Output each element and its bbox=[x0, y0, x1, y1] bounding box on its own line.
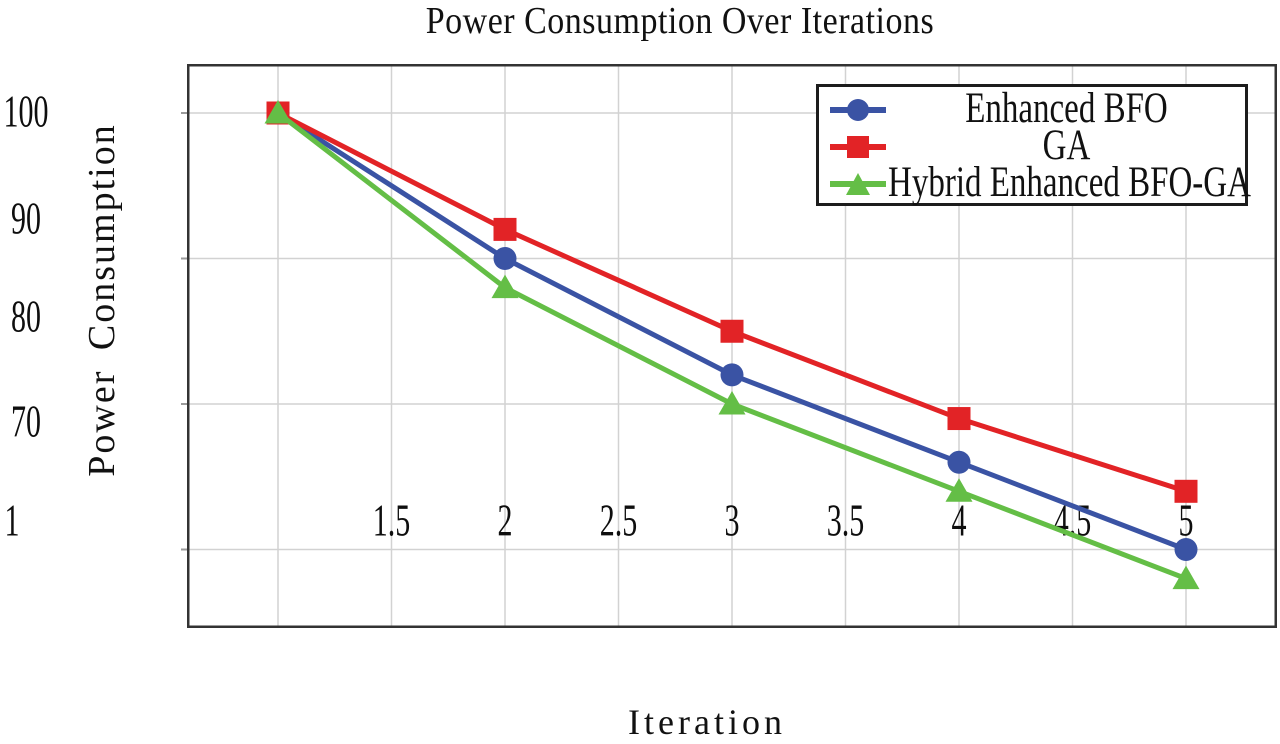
y-tick-label-text: 100 bbox=[3, 87, 49, 138]
circle-marker-icon bbox=[720, 363, 744, 387]
legend: Enhanced BFO GA Hybrid Enhanced BFO-GA bbox=[816, 84, 1251, 206]
x-tick-label: 3 bbox=[692, 497, 772, 547]
legend-square-marker-icon bbox=[830, 135, 886, 158]
figure-title-text: Power Consumption Over Iterations bbox=[425, 0, 935, 43]
y-tick-label-text: 80 bbox=[11, 292, 41, 343]
x-tick-label: 3.5 bbox=[806, 497, 886, 547]
square-marker-icon bbox=[947, 407, 971, 431]
x-tick-label-text: 3 bbox=[724, 496, 740, 547]
x-tick-label-text: 1 bbox=[4, 496, 20, 547]
y-tick-label: 90 bbox=[0, 195, 52, 245]
series-hybrid-enhanced-bfo-ga bbox=[264, 100, 1200, 590]
y-tick-label-text: 90 bbox=[11, 194, 41, 245]
x-tick-label: 4 bbox=[919, 497, 999, 547]
x-tick-label-text: 2 bbox=[497, 496, 513, 547]
x-tick-label-text: 3.5 bbox=[826, 496, 865, 547]
legend-label: Hybrid Enhanced BFO-GA bbox=[888, 159, 1251, 206]
legend-entry-ga: GA bbox=[819, 122, 1245, 169]
x-axis-label: Iteration bbox=[187, 700, 1227, 744]
y-tick-label: 70 bbox=[0, 398, 52, 448]
x-tick-label-text: 1.5 bbox=[372, 496, 411, 547]
square-marker-icon bbox=[493, 217, 517, 241]
y-tick-label-text: 70 bbox=[11, 397, 41, 448]
circle-marker-icon bbox=[493, 247, 517, 270]
legend-label: GA bbox=[888, 122, 1245, 169]
x-tick-label: 5 bbox=[1146, 497, 1226, 547]
y-axis-tick-marks bbox=[181, 112, 187, 551]
legend-label-text: Hybrid Enhanced BFO-GA bbox=[888, 159, 1251, 207]
y-axis-label: Power Consumption bbox=[80, 123, 124, 476]
plot-frame bbox=[187, 64, 1277, 628]
triangle-marker-icon bbox=[264, 100, 292, 124]
x-tick-label-text: 2.5 bbox=[599, 496, 638, 547]
triangle-marker-icon bbox=[945, 478, 973, 502]
y-tick-label: 80 bbox=[0, 293, 52, 343]
figure-title: Power Consumption Over Iterations bbox=[80, 0, 1280, 44]
y-tick-label: 100 bbox=[0, 88, 52, 138]
x-tick-label-text: 4 bbox=[951, 496, 967, 547]
legend-label: Enhanced BFO bbox=[888, 85, 1245, 132]
legend-entry-hybrid-enhanced-bfo-ga: Hybrid Enhanced BFO-GA bbox=[819, 159, 1251, 206]
y-axis-label-text: Power Consumption bbox=[81, 123, 123, 477]
legend-circle-marker-icon bbox=[830, 98, 886, 121]
x-axis-label-text: Iteration bbox=[628, 702, 786, 742]
plot-series-layer bbox=[264, 100, 1200, 590]
triangle-marker-icon bbox=[718, 391, 746, 415]
legend-triangle-marker-icon bbox=[830, 172, 886, 195]
circle-marker-icon bbox=[1174, 538, 1198, 561]
circle-marker-icon bbox=[947, 450, 971, 474]
legend-label-text: GA bbox=[1042, 122, 1091, 170]
x-tick-label: 1.5 bbox=[352, 497, 432, 547]
square-marker-icon bbox=[1174, 479, 1198, 503]
x-tick-label: 2.5 bbox=[579, 497, 659, 547]
x-tick-label: 2 bbox=[465, 497, 545, 547]
legend-label-text: Enhanced BFO bbox=[965, 85, 1168, 133]
legend-entry-enhanced-bfo: Enhanced BFO bbox=[819, 85, 1245, 132]
x-tick-label-text: 5 bbox=[1178, 496, 1194, 547]
triangle-marker-icon bbox=[491, 274, 519, 299]
square-marker-icon bbox=[720, 319, 744, 343]
triangle-marker-icon bbox=[1172, 565, 1200, 590]
displaced-x-tick-label-1: 1 bbox=[0, 497, 24, 547]
